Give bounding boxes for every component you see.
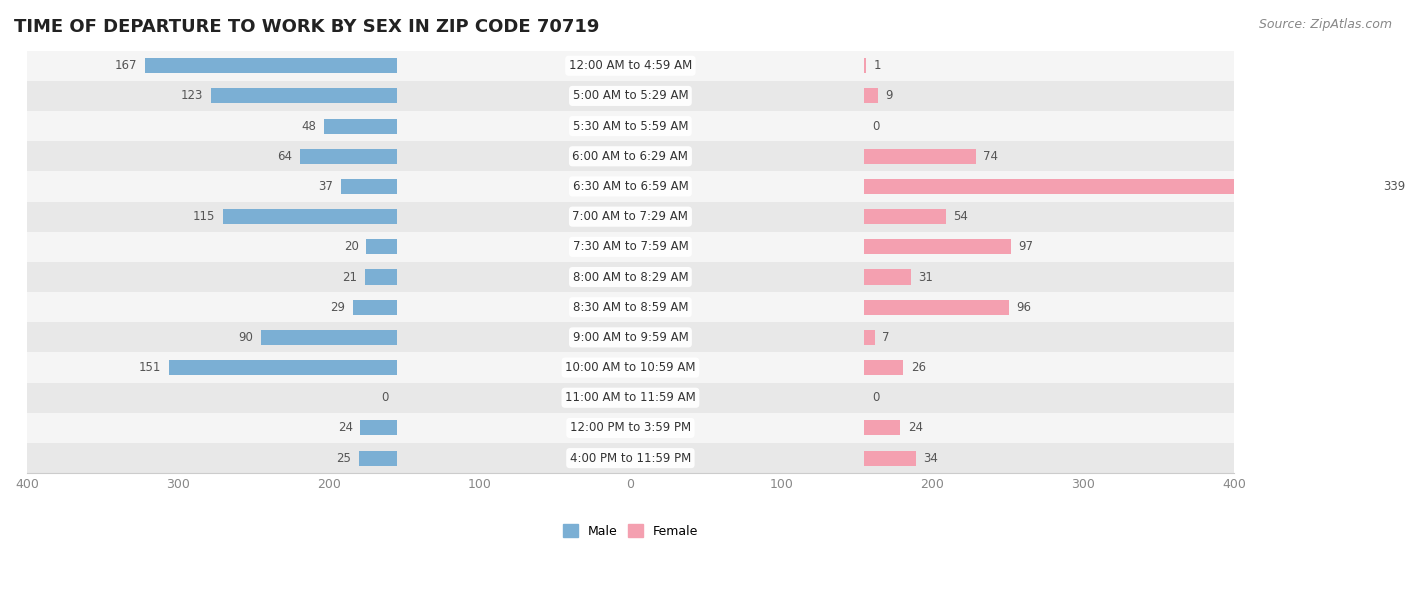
Text: 9:00 AM to 9:59 AM: 9:00 AM to 9:59 AM	[572, 331, 689, 344]
Bar	[865, 451, 915, 466]
Text: 123: 123	[181, 90, 204, 102]
Bar	[865, 270, 911, 285]
Text: 26: 26	[911, 361, 927, 374]
Bar	[27, 81, 1234, 111]
Bar	[27, 262, 1234, 292]
Bar	[299, 148, 396, 164]
Text: 0: 0	[872, 119, 879, 132]
Text: 25: 25	[336, 451, 352, 465]
Bar	[865, 148, 976, 164]
Text: 74: 74	[983, 150, 998, 163]
Bar	[359, 451, 396, 466]
Bar	[224, 209, 396, 224]
Text: 7:30 AM to 7:59 AM: 7:30 AM to 7:59 AM	[572, 241, 689, 253]
Bar	[145, 58, 396, 73]
Text: 96: 96	[1017, 301, 1032, 314]
Bar	[27, 323, 1234, 352]
Text: 12:00 PM to 3:59 PM: 12:00 PM to 3:59 PM	[569, 422, 690, 434]
Text: 21: 21	[342, 270, 357, 283]
Bar	[27, 50, 1234, 81]
Text: 7:00 AM to 7:29 AM: 7:00 AM to 7:29 AM	[572, 210, 689, 223]
Text: 5:30 AM to 5:59 AM: 5:30 AM to 5:59 AM	[572, 119, 688, 132]
Bar	[325, 119, 396, 134]
Text: 90: 90	[239, 331, 253, 344]
Bar	[865, 421, 900, 435]
Text: 37: 37	[318, 180, 333, 193]
Bar	[27, 383, 1234, 413]
Bar	[27, 443, 1234, 473]
Bar	[27, 292, 1234, 323]
Bar	[27, 201, 1234, 232]
Bar	[865, 89, 877, 103]
Text: TIME OF DEPARTURE TO WORK BY SEX IN ZIP CODE 70719: TIME OF DEPARTURE TO WORK BY SEX IN ZIP …	[14, 18, 599, 36]
Bar	[865, 209, 946, 224]
Text: 8:00 AM to 8:29 AM: 8:00 AM to 8:29 AM	[572, 270, 688, 283]
Bar	[865, 58, 866, 73]
Text: 1: 1	[873, 59, 880, 72]
Text: 6:30 AM to 6:59 AM: 6:30 AM to 6:59 AM	[572, 180, 689, 193]
Text: 7: 7	[883, 331, 890, 344]
Text: 115: 115	[193, 210, 215, 223]
Legend: Male, Female: Male, Female	[558, 519, 703, 543]
Text: 4:00 PM to 11:59 PM: 4:00 PM to 11:59 PM	[569, 451, 690, 465]
Bar	[865, 330, 875, 345]
Bar	[27, 352, 1234, 383]
Text: 54: 54	[953, 210, 969, 223]
Text: 20: 20	[344, 241, 359, 253]
Bar	[865, 360, 904, 375]
Text: 0: 0	[381, 391, 389, 405]
Bar	[865, 299, 1010, 315]
Bar	[366, 270, 396, 285]
Text: 34: 34	[924, 451, 938, 465]
Text: 64: 64	[277, 150, 292, 163]
Text: 31: 31	[918, 270, 934, 283]
Bar	[367, 239, 396, 254]
Text: Source: ZipAtlas.com: Source: ZipAtlas.com	[1258, 18, 1392, 31]
Bar	[169, 360, 396, 375]
Bar	[360, 421, 396, 435]
Text: 24: 24	[337, 422, 353, 434]
Text: 10:00 AM to 10:59 AM: 10:00 AM to 10:59 AM	[565, 361, 696, 374]
Bar	[27, 172, 1234, 201]
Bar	[27, 413, 1234, 443]
Bar	[353, 299, 396, 315]
Bar	[260, 330, 396, 345]
Text: 151: 151	[139, 361, 162, 374]
Bar	[27, 232, 1234, 262]
Text: 97: 97	[1018, 241, 1033, 253]
Text: 8:30 AM to 8:59 AM: 8:30 AM to 8:59 AM	[572, 301, 688, 314]
Bar	[865, 239, 1011, 254]
Text: 0: 0	[872, 391, 879, 405]
Text: 9: 9	[886, 90, 893, 102]
Bar	[865, 179, 1375, 194]
Text: 339: 339	[1384, 180, 1406, 193]
Text: 6:00 AM to 6:29 AM: 6:00 AM to 6:29 AM	[572, 150, 689, 163]
Text: 5:00 AM to 5:29 AM: 5:00 AM to 5:29 AM	[572, 90, 688, 102]
Bar	[27, 141, 1234, 172]
Text: 24: 24	[908, 422, 922, 434]
Text: 167: 167	[114, 59, 136, 72]
Bar	[27, 111, 1234, 141]
Text: 12:00 AM to 4:59 AM: 12:00 AM to 4:59 AM	[569, 59, 692, 72]
Text: 11:00 AM to 11:59 AM: 11:00 AM to 11:59 AM	[565, 391, 696, 405]
Bar	[340, 179, 396, 194]
Text: 48: 48	[302, 119, 316, 132]
Text: 29: 29	[330, 301, 346, 314]
Bar	[211, 89, 396, 103]
